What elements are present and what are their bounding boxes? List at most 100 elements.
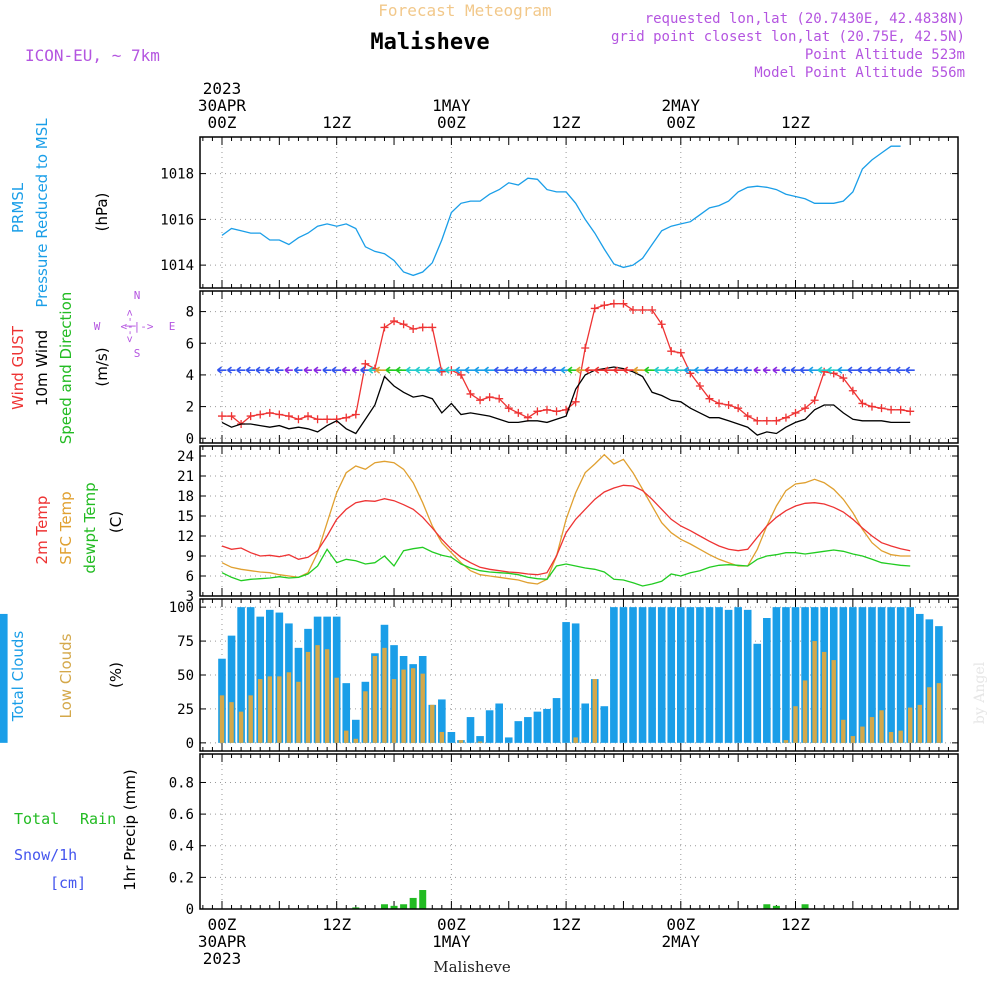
panels: 1014101610180246836912151821240255075100… bbox=[0, 136, 959, 918]
low-clouds-bar bbox=[879, 710, 884, 743]
prmsl-unit-label: (hPa) bbox=[93, 193, 111, 232]
top-time-label: 12Z bbox=[552, 113, 581, 132]
low-clouds-bar bbox=[821, 651, 827, 743]
panel-2: 3 6 9 12 15 18 21 24 bbox=[177, 446, 958, 605]
wind-gust-marker bbox=[313, 415, 322, 424]
wind-gust-marker bbox=[762, 416, 771, 425]
watermark: by Angel bbox=[972, 661, 988, 724]
t2m-line bbox=[221, 484, 911, 576]
wind-gust-marker bbox=[428, 323, 437, 332]
wind-gust-marker bbox=[600, 301, 609, 310]
total-clouds-bar bbox=[514, 721, 523, 743]
rain-bar bbox=[772, 905, 780, 909]
y-tick-label: 1014 bbox=[160, 258, 194, 274]
total-clouds-bar bbox=[246, 607, 255, 743]
low-clouds-bar bbox=[793, 706, 798, 743]
wind-gust-marker bbox=[629, 306, 638, 314]
wind-gust-marker bbox=[485, 393, 494, 402]
wind-gust-marker bbox=[581, 344, 590, 352]
snow-label: Snow/1h bbox=[14, 846, 77, 864]
total-clouds-bar bbox=[906, 607, 915, 743]
wind-gust-marker bbox=[667, 347, 676, 356]
wind-direction-arrow bbox=[455, 366, 467, 374]
total-clouds-bar bbox=[495, 703, 503, 743]
panel-bg bbox=[200, 137, 958, 288]
y-tick-label: 25 bbox=[177, 702, 194, 718]
wind-direction-arrow bbox=[905, 366, 915, 374]
low-clouds-bar bbox=[277, 676, 282, 743]
total-clouds-bar bbox=[915, 613, 924, 743]
y-tick-label: 15 bbox=[177, 509, 194, 525]
wind-direction-arrow bbox=[895, 366, 906, 374]
low-clouds-bar bbox=[831, 660, 836, 743]
wind-10m-line bbox=[221, 366, 911, 436]
wind-direction-arrow bbox=[684, 366, 697, 374]
y-tick-label: 100 bbox=[169, 600, 194, 616]
low-clouds-bar bbox=[420, 673, 425, 743]
low-clouds-bar bbox=[248, 695, 253, 743]
low-clouds-bar bbox=[315, 645, 320, 743]
wind-gust-marker bbox=[705, 394, 714, 403]
wind-gust-marker bbox=[542, 405, 551, 414]
total-clouds-bar bbox=[476, 736, 484, 743]
rain-bar bbox=[400, 904, 408, 909]
wind-gust-marker bbox=[590, 304, 599, 313]
y-tick-label: 21 bbox=[177, 469, 194, 485]
wind-gust-marker bbox=[304, 412, 313, 421]
wind-unit-label: (m/s) bbox=[93, 347, 111, 386]
title-top: Forecast Meteogram bbox=[378, 1, 551, 20]
wind-dir-label: Speed and Direction bbox=[57, 292, 75, 445]
panel-1: 0 2 4 6 8 bbox=[186, 291, 958, 447]
total-clouds-bar bbox=[543, 708, 551, 743]
low-clouds-bar bbox=[802, 680, 808, 743]
wind-gust-marker bbox=[504, 404, 513, 413]
wind-gust-marker bbox=[284, 412, 293, 421]
total-clouds-bar bbox=[801, 607, 809, 743]
low-clouds-bar bbox=[458, 740, 464, 743]
total-clouds-bar bbox=[772, 607, 781, 743]
wind-gust-marker bbox=[533, 407, 542, 416]
total-clouds-bar bbox=[743, 609, 752, 743]
low-clouds-bar bbox=[477, 741, 483, 743]
wind-gust-marker bbox=[648, 306, 657, 314]
low-clouds-bar bbox=[888, 732, 894, 743]
total-clouds-bar bbox=[0, 613, 8, 743]
prmsl-line bbox=[221, 145, 901, 277]
wind-gust-marker bbox=[418, 323, 427, 332]
grid-point-coords: grid point closest lon,lat (20.75E, 42.5… bbox=[611, 29, 965, 45]
y-tick-label: 0 bbox=[186, 431, 194, 447]
wind-direction-arrow bbox=[303, 366, 312, 374]
top-time-label: 00Z bbox=[208, 113, 237, 132]
precip-axis-label: 1hr Precip (mm) bbox=[121, 769, 139, 890]
wind-direction-arrow bbox=[694, 366, 706, 374]
wind-gust-marker bbox=[781, 413, 790, 422]
wind-gust-marker bbox=[867, 402, 876, 411]
panel-border bbox=[199, 598, 959, 752]
y-tick-label: 8 bbox=[186, 305, 194, 321]
total-clouds-bar bbox=[849, 607, 857, 743]
y-tick-label: 50 bbox=[177, 668, 194, 684]
wind-gust-marker bbox=[619, 299, 628, 308]
compass-s: S bbox=[134, 347, 141, 360]
prmsl-desc-label: Pressure Reduced to MSL bbox=[33, 118, 51, 308]
sfc-temp-line bbox=[221, 453, 911, 585]
y-tick-label: 0.4 bbox=[169, 839, 194, 855]
low-clouds-bar bbox=[258, 679, 263, 743]
wind-gust-marker bbox=[466, 389, 475, 398]
bottom-time-label: 30APR bbox=[198, 932, 247, 951]
total-clouds-bar bbox=[466, 717, 475, 743]
panel-4: 0 0.2 0.4 0.6 0.8 bbox=[169, 754, 958, 918]
top-time-label: 30APR bbox=[198, 96, 247, 115]
total-clouds-label: Total Clouds bbox=[9, 631, 27, 723]
wind-direction-arrow bbox=[274, 366, 284, 374]
total-clouds-bar bbox=[629, 607, 637, 743]
wind-direction-arrow bbox=[551, 366, 562, 374]
point-altitude: Point Altitude 523m bbox=[805, 47, 965, 63]
wind-gust-marker bbox=[456, 370, 465, 379]
prmsl-label: PRMSL bbox=[9, 182, 27, 233]
total-clouds-bar bbox=[438, 699, 446, 743]
rain-bar bbox=[352, 907, 360, 909]
rain-bar bbox=[390, 905, 398, 909]
low-clouds-bar bbox=[372, 656, 378, 743]
